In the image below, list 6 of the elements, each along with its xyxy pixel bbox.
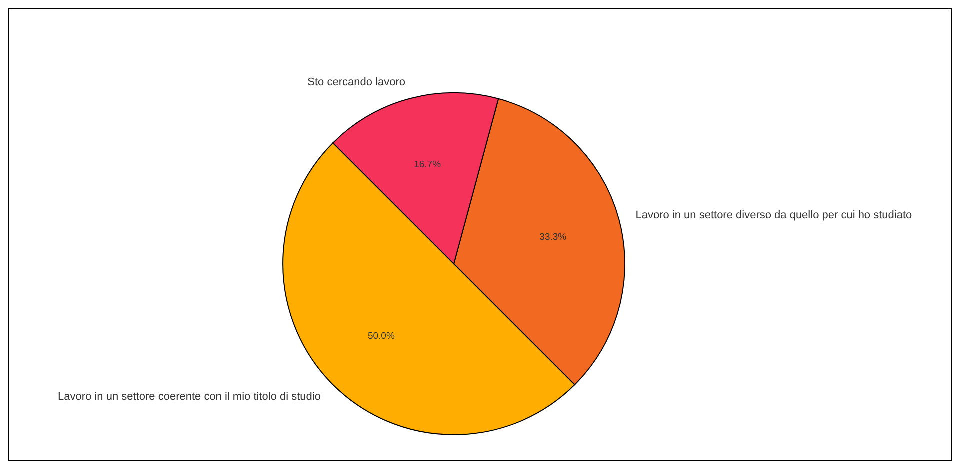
slice-label: Lavoro in un settore coerente con il mio titolo di studio bbox=[58, 391, 321, 404]
data-label: 16.7% bbox=[414, 159, 442, 170]
data-label: 50.0% bbox=[368, 331, 396, 342]
slice-label: Sto cercando lavoro bbox=[308, 76, 406, 88]
data-label: 33.3% bbox=[540, 232, 568, 244]
slice-label: Lavoro in un settore diverso da quello per cui ho studiato bbox=[636, 210, 912, 222]
